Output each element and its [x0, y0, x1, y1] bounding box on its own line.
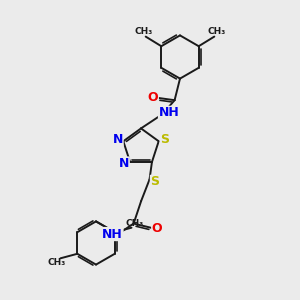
Text: S: S: [160, 133, 169, 146]
Text: N: N: [119, 157, 129, 170]
Text: NH: NH: [102, 227, 123, 241]
Text: N: N: [113, 133, 123, 146]
Text: CH₃: CH₃: [208, 27, 226, 36]
Text: NH: NH: [158, 106, 179, 119]
Text: S: S: [150, 175, 159, 188]
Text: O: O: [148, 91, 158, 104]
Text: CH₃: CH₃: [126, 219, 144, 228]
Text: CH₃: CH₃: [48, 258, 66, 267]
Text: CH₃: CH₃: [134, 27, 152, 36]
Text: O: O: [152, 222, 162, 235]
